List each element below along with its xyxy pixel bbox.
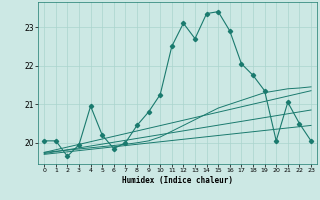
X-axis label: Humidex (Indice chaleur): Humidex (Indice chaleur) [122, 176, 233, 185]
